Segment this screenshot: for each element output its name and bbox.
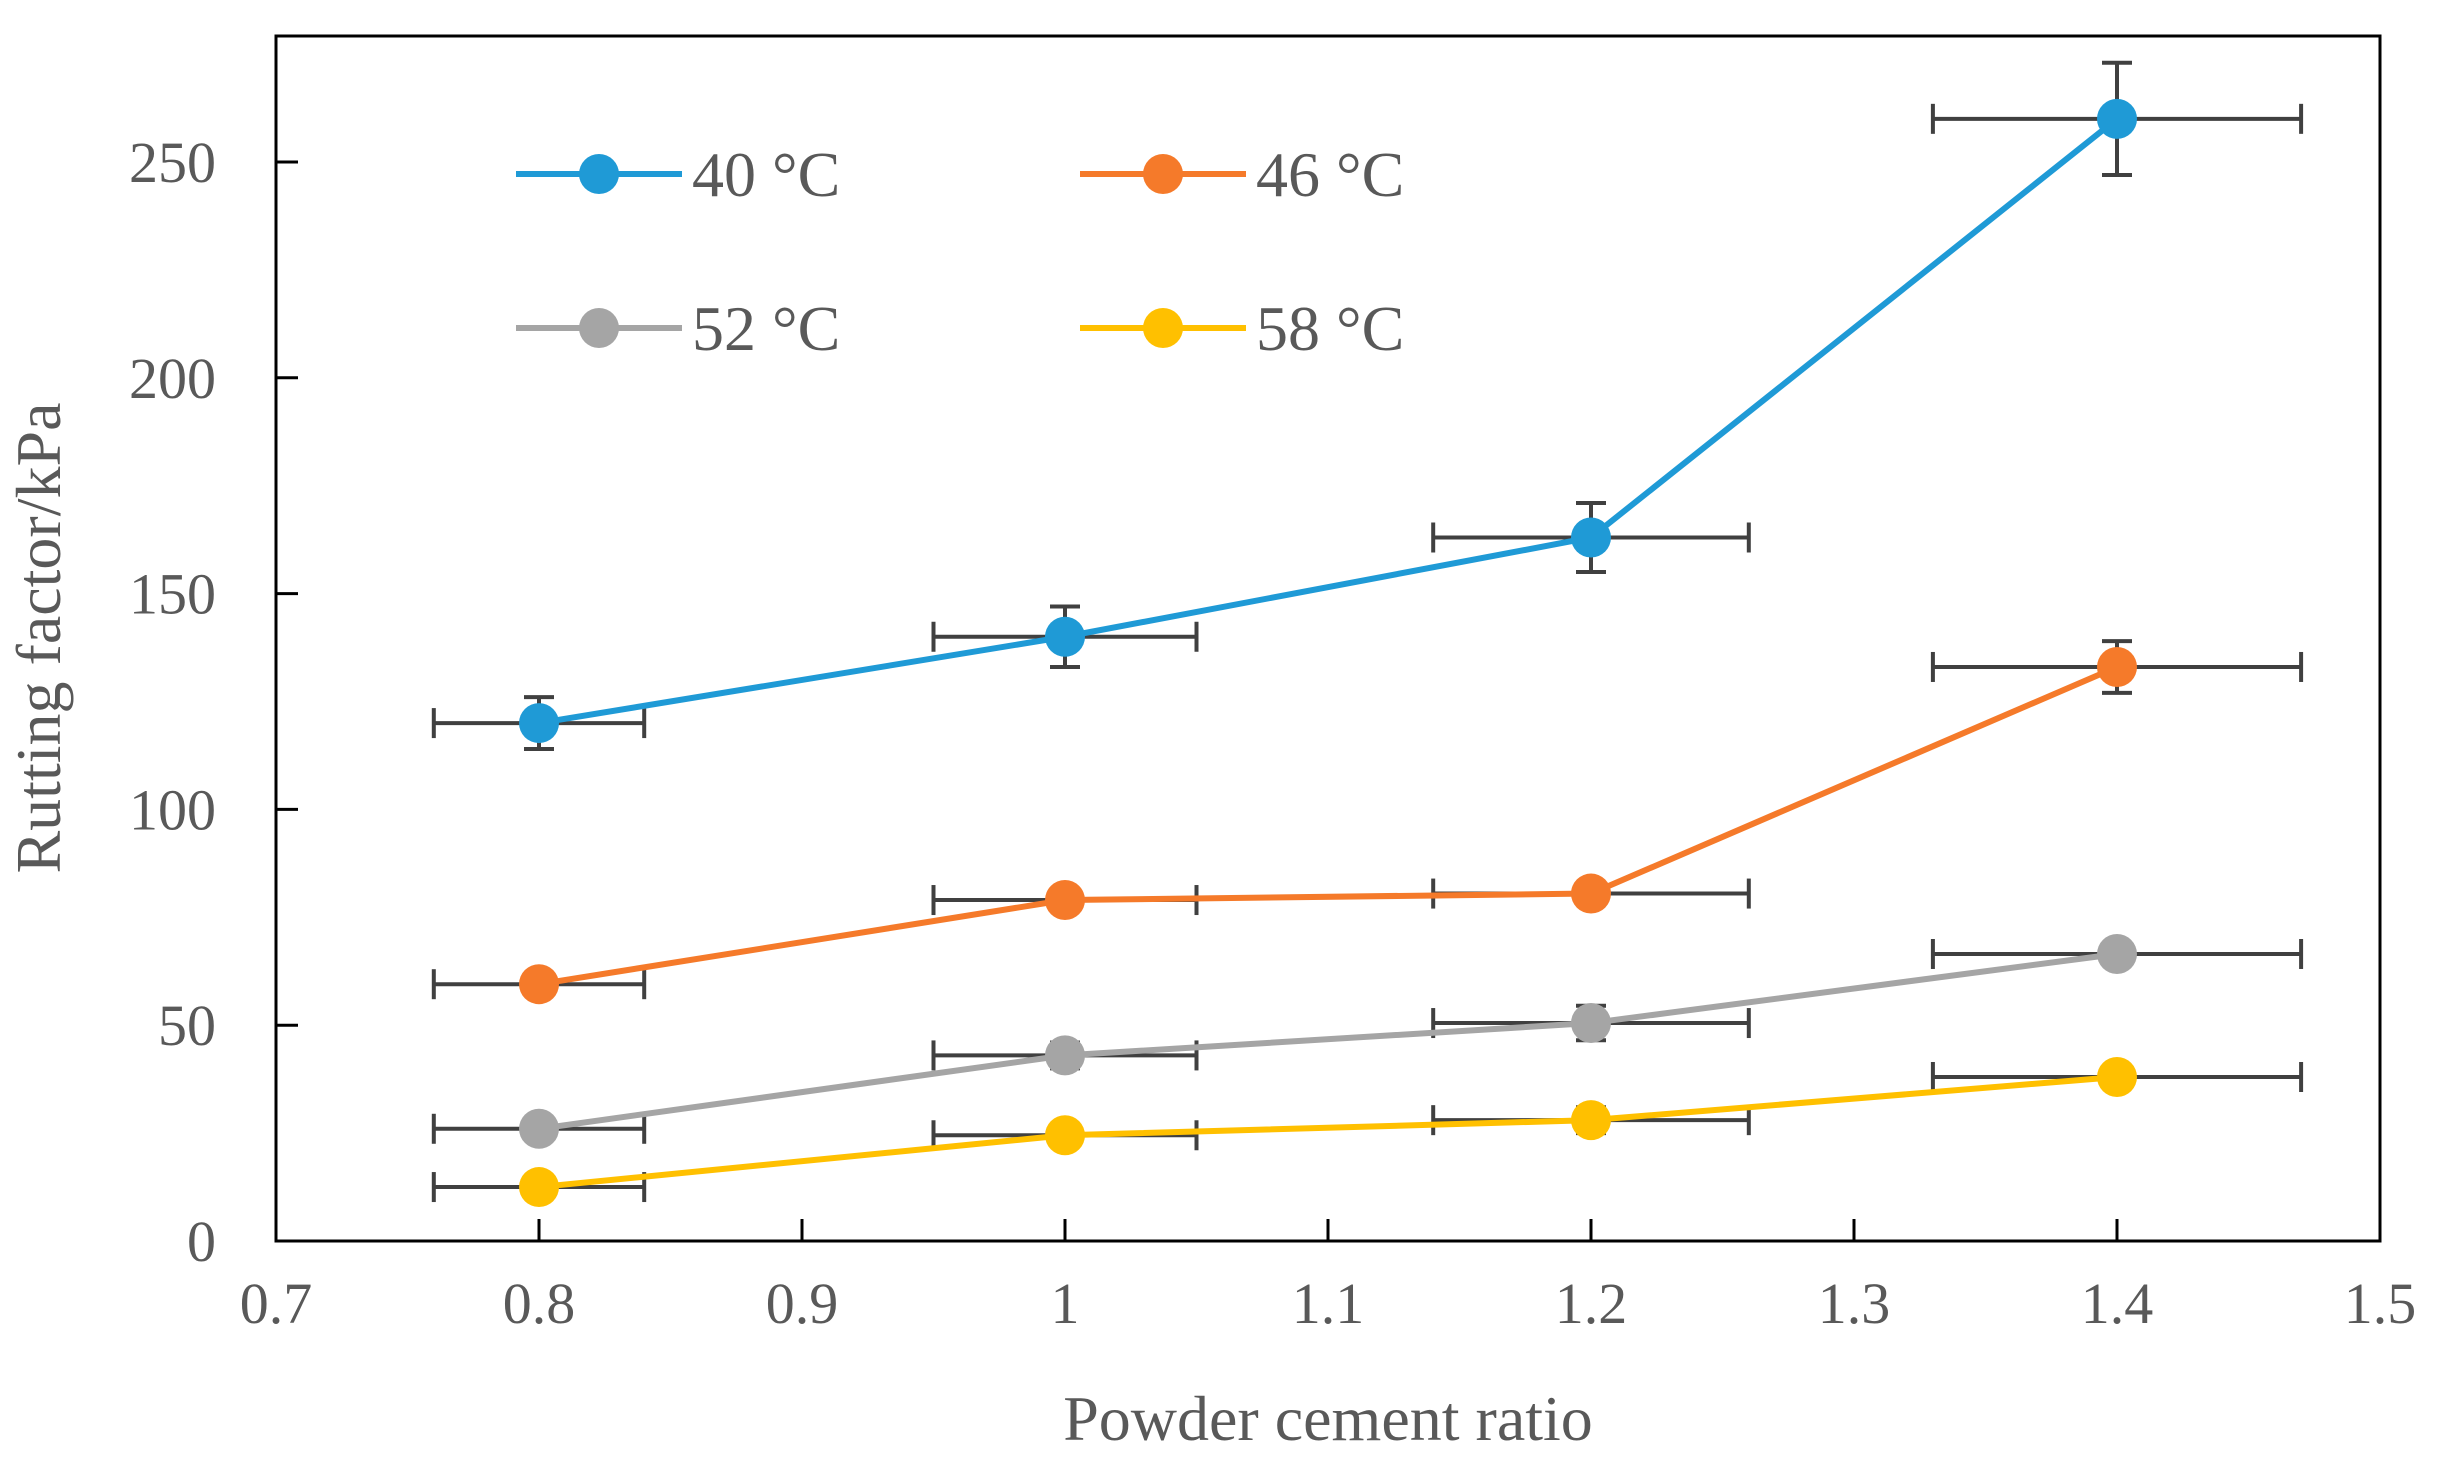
legend-marker xyxy=(579,308,619,348)
x-tick-label: 0.9 xyxy=(766,1271,839,1336)
series-line-0 xyxy=(538,116,2119,727)
data-point xyxy=(2097,646,2137,687)
x-tick-label: 1.4 xyxy=(2081,1271,2154,1336)
x-tick-label: 1.3 xyxy=(1818,1271,1891,1336)
x-tick-label: 1 xyxy=(1051,1271,1080,1336)
y-tick-label: 50 xyxy=(158,993,216,1058)
series-line-2 xyxy=(538,951,2118,1132)
data-point xyxy=(1045,1035,1085,1076)
x-axis-ticks: 0.7 0.8 0.9 1 1.1 1.2 1.3 1.4 1.5 xyxy=(240,1219,2417,1336)
data-point xyxy=(2097,933,2137,974)
y-axis-title: Rutting factor/kPa xyxy=(3,402,74,873)
x-tick-label: 0.7 xyxy=(240,1271,313,1336)
legend-marker xyxy=(1143,308,1183,348)
data-point xyxy=(1571,873,1611,914)
data-point xyxy=(519,1108,559,1149)
y-tick-label: 250 xyxy=(129,130,216,195)
data-point xyxy=(2097,1056,2137,1097)
y-tick-label: 200 xyxy=(129,346,216,411)
legend-marker xyxy=(579,154,619,194)
legend-marker xyxy=(1143,154,1183,194)
legend-label: 46 °C xyxy=(1256,139,1404,210)
legend-label: 40 °C xyxy=(692,139,840,210)
series-line-1 xyxy=(538,664,2119,988)
y-axis-ticks: 0 50 100 150 200 250 xyxy=(129,130,298,1274)
error-bars xyxy=(431,60,2304,1203)
y-tick-label: 0 xyxy=(187,1209,216,1274)
series-lines xyxy=(538,116,2119,1191)
data-point xyxy=(2097,98,2137,139)
x-tick-label: 1.5 xyxy=(2344,1271,2417,1336)
series-points xyxy=(519,98,2137,1208)
data-point xyxy=(1571,1003,1611,1044)
data-point xyxy=(1045,616,1085,657)
data-point xyxy=(1571,1100,1611,1141)
x-tick-label: 1.2 xyxy=(1555,1271,1628,1336)
legend-label: 52 °C xyxy=(692,293,840,364)
series-line-3 xyxy=(538,1074,2118,1191)
x-tick-label: 1.1 xyxy=(1292,1271,1365,1336)
data-point xyxy=(519,964,559,1005)
data-point xyxy=(1571,517,1611,558)
data-point xyxy=(519,703,559,744)
x-tick-label: 0.8 xyxy=(503,1271,576,1336)
legend-label: 58 °C xyxy=(1256,293,1404,364)
x-axis-title: Powder cement ratio xyxy=(1063,1383,1593,1454)
y-tick-label: 150 xyxy=(129,562,216,627)
data-point xyxy=(1045,880,1085,921)
y-tick-label: 100 xyxy=(129,777,216,842)
data-point xyxy=(519,1167,559,1208)
legend: 40 °C 46 °C 52 °C 58 °C xyxy=(516,139,1404,364)
plot-frame xyxy=(274,34,2382,1243)
data-point xyxy=(1045,1115,1085,1156)
